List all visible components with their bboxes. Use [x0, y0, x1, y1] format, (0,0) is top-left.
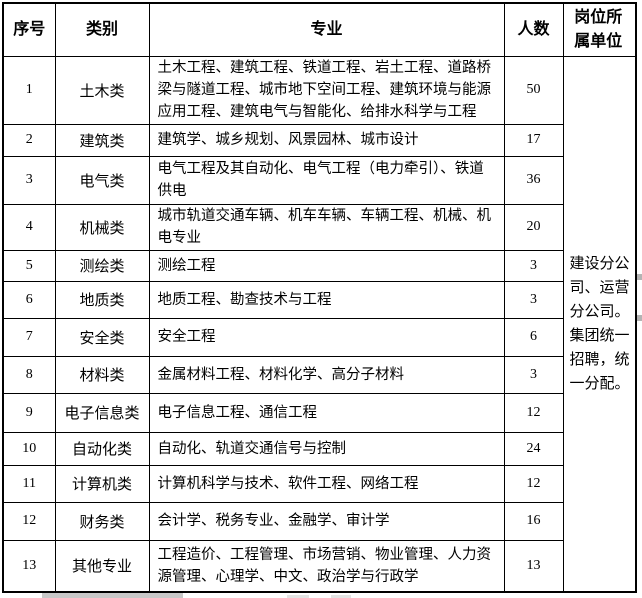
table-row: 1 土木类 土木工程、建筑工程、铁道工程、岩土工程、道路桥梁与隧道工程、城市地下… — [2, 55, 637, 593]
right-edge-handle-artifact — [637, 274, 642, 280]
right-edge-handle-artifact — [637, 315, 642, 321]
table-row: 5 测绘类 测绘工程 3 — [2, 249, 636, 282]
cell-count: 13 — [503, 539, 564, 593]
cell-count: 3 — [503, 355, 564, 394]
table-row: 3 电气类 电气工程及其自动化、电气工程（电力牵引）、铁道供电 36 — [2, 155, 636, 205]
col-header-category: 类别 — [54, 2, 150, 57]
cell-no: 1 — [2, 55, 56, 125]
cell-count: 3 — [503, 249, 564, 282]
cell-no: 3 — [2, 155, 56, 205]
cell-category: 建筑类 — [54, 123, 150, 157]
table-row: 2 建筑类 建筑学、城乡规划、风景园林、城市设计 17 — [2, 123, 636, 157]
table-row: 9 电子信息类 电子信息工程、通信工程 12 — [2, 392, 636, 433]
col-header-unit-label: 岗位所属单位 — [574, 8, 623, 50]
cell-category: 机械类 — [54, 203, 150, 251]
bottom-scroll-artifact — [42, 593, 183, 598]
cell-count: 16 — [503, 501, 564, 541]
cell-no: 12 — [2, 501, 56, 541]
cell-majors: 测绘工程 — [148, 249, 505, 282]
cell-majors: 建筑学、城乡规划、风景园林、城市设计 — [148, 123, 505, 157]
table-header-row: 序号 类别 专业 人数 岗位所属单位 — [2, 2, 637, 57]
table-row: 7 安全类 安全工程 6 — [2, 317, 636, 357]
table-row: 8 材料类 金属材料工程、材料化学、高分子材料 3 — [2, 355, 636, 394]
col-header-count: 人数 — [503, 2, 564, 57]
cell-category: 自动化类 — [54, 431, 150, 466]
cell-count: 24 — [503, 431, 564, 466]
recruitment-table: 序号 类别 专业 人数 岗位所属单位 1 土木类 土木工程、建筑工程、铁道工程、… — [2, 2, 637, 593]
cell-no: 4 — [2, 203, 56, 251]
cell-count: 12 — [503, 392, 564, 433]
cell-majors: 计算机科学与技术、软件工程、网络工程 — [148, 464, 505, 503]
table-row: 13 其他专业 工程造价、工程管理、市场营销、物业管理、人力资源管理、心理学、中… — [2, 539, 636, 593]
cell-count: 36 — [503, 155, 564, 205]
cell-no: 8 — [2, 355, 56, 394]
cell-no: 11 — [2, 464, 56, 503]
col-header-unit: 岗位所属单位 — [562, 2, 637, 57]
cell-no: 9 — [2, 392, 56, 433]
cell-no: 10 — [2, 431, 56, 466]
cell-category: 安全类 — [54, 317, 150, 357]
cell-no: 5 — [2, 249, 56, 282]
cell-majors: 会计学、税务专业、金融学、审计学 — [148, 501, 505, 541]
cell-count: 12 — [503, 464, 564, 503]
cell-category: 测绘类 — [54, 249, 150, 282]
table-row: 10 自动化类 自动化、轨道交通信号与控制 24 — [2, 431, 636, 466]
cell-no: 13 — [2, 539, 56, 593]
table-row: 12 财务类 会计学、税务专业、金融学、审计学 16 — [2, 501, 636, 541]
table-row: 11 计算机类 计算机科学与技术、软件工程、网络工程 12 — [2, 464, 636, 503]
cell-category: 材料类 — [54, 355, 150, 394]
cell-category: 其他专业 — [54, 539, 150, 593]
cell-category: 土木类 — [54, 55, 150, 125]
cell-count: 20 — [503, 203, 564, 251]
cell-count: 6 — [503, 317, 564, 357]
cell-count: 3 — [503, 280, 564, 319]
cell-category: 财务类 — [54, 501, 150, 541]
cell-category: 电气类 — [54, 155, 150, 205]
cell-majors: 城市轨道交通车辆、机车车辆、车辆工程、机械、机电专业 — [148, 203, 505, 251]
cell-majors: 地质工程、勘查技术与工程 — [148, 280, 505, 319]
table-row: 4 机械类 城市轨道交通车辆、机车车辆、车辆工程、机械、机电专业 20 — [2, 203, 636, 251]
cell-no: 2 — [2, 123, 56, 157]
cell-majors: 金属材料工程、材料化学、高分子材料 — [148, 355, 505, 394]
cell-no: 6 — [2, 280, 56, 319]
cell-category: 地质类 — [54, 280, 150, 319]
cell-unit-note: 建设分公司、运营分公司。集团统一招聘，统一分配。 — [562, 55, 637, 593]
cell-no: 7 — [2, 317, 56, 357]
cell-category: 电子信息类 — [54, 392, 150, 433]
col-header-majors: 专业 — [148, 2, 505, 57]
bottom-smudge-artifact — [287, 595, 309, 598]
cell-majors: 安全工程 — [148, 317, 505, 357]
col-header-no: 序号 — [2, 2, 56, 57]
cell-majors: 自动化、轨道交通信号与控制 — [148, 431, 505, 466]
table-row: 6 地质类 地质工程、勘查技术与工程 3 — [2, 280, 636, 319]
bottom-smudge-artifact — [331, 595, 351, 598]
cell-category: 计算机类 — [54, 464, 150, 503]
cell-count: 17 — [503, 123, 564, 157]
cell-majors: 土木工程、建筑工程、铁道工程、岩土工程、道路桥梁与隧道工程、城市地下空间工程、建… — [148, 55, 505, 125]
cell-majors: 工程造价、工程管理、市场营销、物业管理、人力资源管理、心理学、中文、政治学与行政… — [148, 539, 505, 593]
cell-count: 50 — [503, 55, 564, 125]
cell-majors: 电子信息工程、通信工程 — [148, 392, 505, 433]
cell-majors: 电气工程及其自动化、电气工程（电力牵引）、铁道供电 — [148, 155, 505, 205]
